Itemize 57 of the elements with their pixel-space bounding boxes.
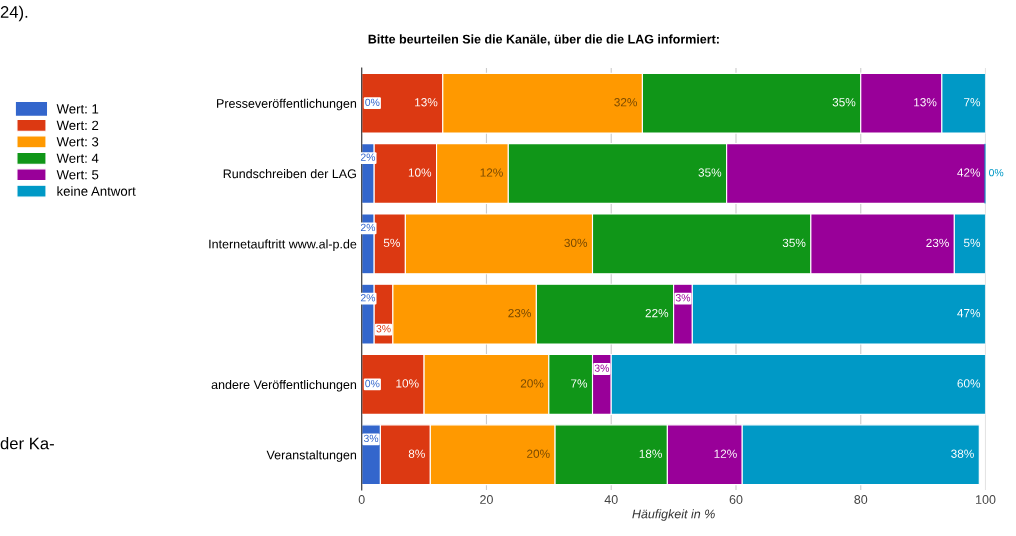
- data-label: 12%: [714, 449, 737, 458]
- legend-label: Wert: 4: [56, 153, 99, 163]
- data-label: 20%: [527, 449, 550, 458]
- legend-label: keine Antwort: [57, 186, 136, 196]
- data-label: 38%: [951, 449, 974, 458]
- data-label: 13%: [415, 98, 438, 107]
- legend-label: Wert: 5: [56, 170, 99, 180]
- data-label: 30%: [564, 238, 588, 247]
- data-label: 5%: [383, 238, 400, 247]
- y-tick-label: Rundschreiben der LAG: [223, 169, 356, 179]
- data-label: 23%: [926, 238, 949, 247]
- data-label: 0%: [365, 98, 380, 107]
- data-label: 2%: [360, 294, 376, 302]
- x-tick-label: 0: [358, 495, 365, 504]
- text: der Ka-: [0, 437, 54, 450]
- legend-label: Wert: 2: [56, 120, 99, 131]
- data-label: 10%: [396, 379, 419, 388]
- data-label: 47%: [957, 309, 981, 318]
- y-tick-label: Internetauftritt www.al-p.de: [209, 239, 357, 251]
- data-label: 42%: [957, 168, 981, 177]
- x-tick-label: 60: [729, 495, 743, 504]
- legend-label: Wert: 3: [56, 137, 99, 147]
- data-label: 60%: [957, 379, 981, 388]
- data-label: 7%: [571, 379, 588, 388]
- x-axis-title: Häufigkeit in %: [632, 509, 715, 521]
- data-label: 2%: [360, 223, 376, 232]
- data-label: 12%: [480, 168, 503, 177]
- data-label: 7%: [964, 98, 981, 107]
- data-label: 20%: [520, 379, 544, 388]
- text: 24).: [0, 5, 28, 22]
- data-label: 3%: [675, 294, 691, 302]
- data-label: 0%: [989, 168, 1004, 177]
- x-tick-label: 100: [976, 495, 996, 504]
- data-label: 5%: [963, 238, 981, 247]
- x-tick-label: 80: [854, 495, 868, 504]
- x-tick-label: 20: [480, 495, 493, 504]
- data-label: 3%: [376, 325, 391, 333]
- data-label: 35%: [782, 238, 806, 247]
- data-label: 10%: [408, 168, 432, 177]
- data-label: 35%: [832, 98, 856, 107]
- data-label: 3%: [594, 364, 610, 372]
- legend-label: Wert: 1: [56, 104, 99, 114]
- y-tick-label: andere Veröffentlichungen: [211, 379, 357, 392]
- x-tick-label: 40: [604, 495, 618, 504]
- data-label: 32%: [614, 98, 638, 107]
- data-label: 2%: [360, 153, 376, 161]
- data-label: 13%: [914, 98, 937, 107]
- y-tick-label: Presseveröffentlichungen: [217, 98, 357, 111]
- data-label: 35%: [698, 168, 722, 177]
- data-label: 8%: [408, 449, 425, 458]
- data-label: 18%: [639, 449, 662, 458]
- data-label: 22%: [645, 308, 669, 318]
- y-tick-label: Veranstaltungen: [266, 450, 357, 462]
- data-label: 23%: [508, 308, 531, 318]
- data-label: 0%: [365, 379, 380, 388]
- chart-title: Bitte beurteilen Sie die Kanäle, über die die LAG informiert:: [368, 34, 719, 46]
- data-label: 3%: [363, 434, 379, 443]
